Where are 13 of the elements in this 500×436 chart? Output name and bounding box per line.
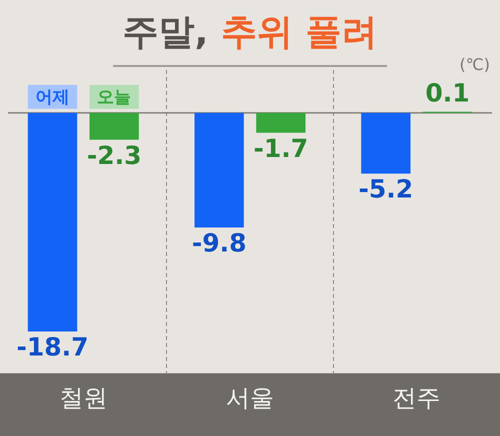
series-label: 오늘 (97, 87, 132, 108)
data-label: -18.7 (16, 332, 89, 362)
series-label: 어제 (36, 87, 70, 108)
data-label: -5.2 (358, 174, 414, 204)
data-label: -9.8 (192, 228, 247, 258)
data-label: 0.1 (425, 78, 470, 108)
x-tick-label: 서울 (226, 384, 274, 412)
x-tick-label: 철원 (59, 384, 108, 412)
data-label: -2.3 (86, 140, 142, 170)
x-tick-label: 전주 (392, 384, 441, 412)
chart-title: 주말, 추위 풀려 (122, 12, 378, 53)
y-axis-title: (℃) (460, 55, 490, 74)
data-label: -1.7 (253, 134, 308, 163)
